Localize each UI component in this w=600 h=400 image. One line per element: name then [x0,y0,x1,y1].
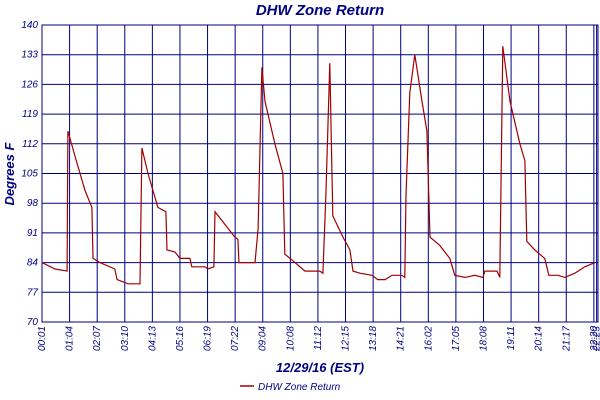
x-tick-label: 02:07 [92,326,103,351]
y-tick-label: 77 [27,287,39,298]
x-tick-label: 10:08 [285,326,296,351]
y-tick-label: 98 [27,198,39,209]
x-tick-label: 22:20 [589,326,600,352]
x-tick-label: 03:10 [120,326,131,351]
x-tick-label: 12:15 [341,326,352,351]
legend-label: DHW Zone Return [258,382,341,393]
y-axis-label: Degrees F [2,142,17,206]
y-tick-label: 140 [21,20,38,31]
x-tick-label: 05:16 [175,326,186,351]
x-tick-label: 04:13 [147,326,158,351]
y-tick-label: 119 [22,109,38,120]
x-tick-label: 07:22 [230,326,241,351]
x-tick-label: 06:19 [203,326,214,351]
y-tick-label: 112 [22,139,38,150]
plot-frame [41,24,599,323]
x-tick-label: 09:04 [258,326,269,351]
y-tick-label: 105 [21,169,38,180]
x-tick-label: 18:08 [478,326,489,351]
chart-title: DHW Zone Return [256,2,384,19]
x-axis-label: 12/29/16 (EST) [276,360,364,375]
x-tick-label: 22:23 [592,326,600,352]
x-tick-label: 19:11 [506,326,517,350]
y-tick-label: 91 [27,228,38,239]
x-tick-label: 17:05 [451,326,462,351]
x-tick-label: 16:02 [423,326,434,351]
y-tick-label: 70 [27,317,39,328]
x-tick-label: 14:21 [396,326,407,351]
y-tick-label: 84 [27,258,39,269]
data-line [41,46,596,285]
x-tick-label: 00:01 [37,326,48,351]
x-tick-label: 21:17 [561,326,572,352]
y-tick-label: 133 [21,50,38,61]
y-tick-label: 126 [21,79,38,90]
x-tick-label: 13:18 [368,326,379,351]
x-tick-label: 11:12 [313,326,324,351]
x-tick-label: 20:14 [534,326,545,352]
x-tick-label: 01:04 [65,326,76,351]
